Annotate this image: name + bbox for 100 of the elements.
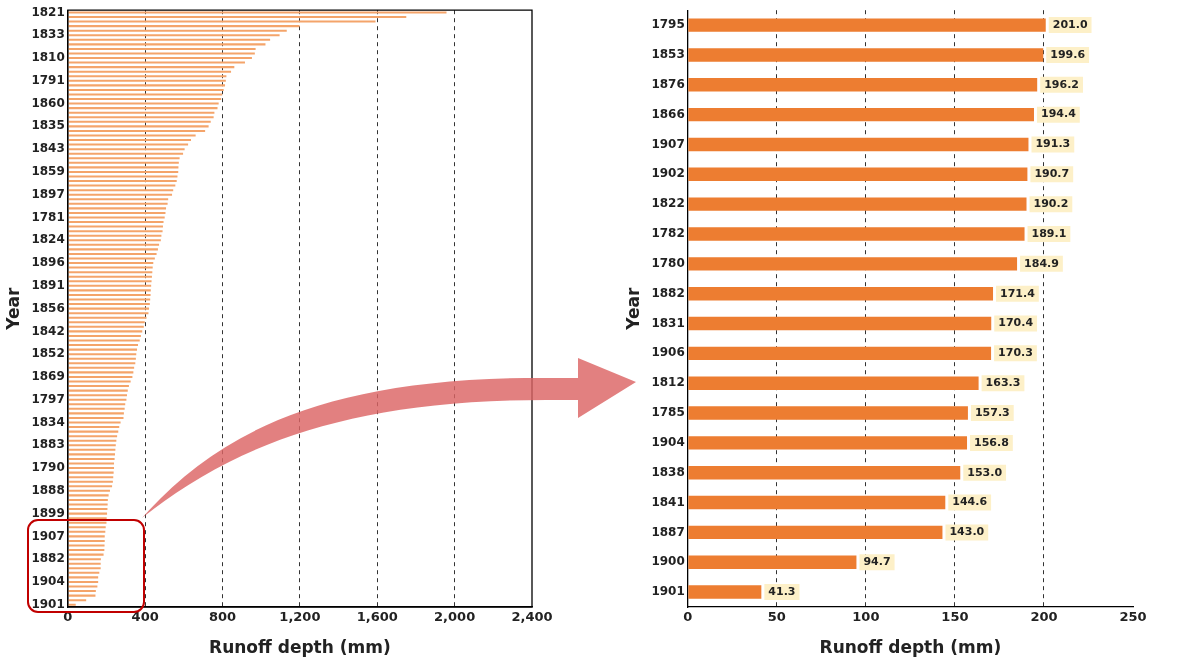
bar: [68, 280, 152, 283]
bar: [68, 93, 223, 96]
bar: [68, 312, 149, 315]
bar: [68, 576, 99, 579]
bar: [68, 180, 177, 183]
bar: [68, 16, 407, 19]
y-tick-label: 1883: [31, 437, 65, 452]
bar: [68, 148, 185, 151]
bar: [68, 316, 147, 319]
y-tick-label: 1781: [31, 209, 65, 224]
bar: [68, 512, 108, 515]
bar: [68, 571, 100, 574]
bar: [68, 457, 115, 460]
bar: [68, 221, 164, 224]
bar: [68, 403, 126, 406]
bar: [68, 321, 145, 324]
bar: [68, 43, 266, 46]
bar: [68, 549, 105, 552]
y-tick-label: 1900: [651, 554, 685, 569]
bar: [68, 330, 143, 333]
bar: [68, 75, 227, 78]
bar: [688, 107, 1034, 122]
bar: [68, 553, 104, 556]
bar: [68, 252, 157, 255]
y-axis-title: Year: [2, 286, 23, 331]
data-label: 170.3: [998, 346, 1033, 360]
bar: [68, 11, 447, 14]
bar: [68, 599, 87, 602]
y-tick-label: 1812: [651, 375, 685, 390]
bar: [68, 29, 287, 32]
bar: [68, 539, 105, 542]
bar: [68, 47, 256, 50]
y-tick-label: 1853: [651, 47, 685, 62]
y-tick-label: 1904: [651, 435, 685, 450]
data-label: 189.1: [1031, 226, 1067, 240]
y-tick-label: 1888: [31, 482, 65, 497]
y-tick-label: 1838: [651, 464, 685, 479]
bar: [68, 34, 280, 37]
bar: [68, 152, 184, 155]
bar: [68, 585, 98, 588]
data-label: 196.2: [1044, 77, 1079, 91]
bar: [68, 526, 106, 529]
bar: [68, 398, 127, 401]
y-tick-label: 1790: [31, 460, 65, 475]
data-label: 170.4: [998, 316, 1034, 330]
bar: [68, 38, 271, 41]
y-tick-label: 1831: [651, 315, 685, 330]
bar: [68, 175, 178, 178]
bar: [68, 139, 192, 142]
y-tick-label: 1907: [651, 136, 685, 151]
bar: [68, 120, 211, 123]
data-label: 190.2: [1033, 197, 1069, 211]
bar: [68, 262, 154, 265]
bar: [68, 366, 135, 369]
bar: [68, 389, 128, 392]
y-tick-label: 1782: [651, 226, 685, 241]
bar: [68, 25, 300, 28]
y-tick-label: 1882: [31, 551, 65, 566]
y-tick-label: 1822: [651, 196, 685, 211]
x-tick-label: 150: [941, 609, 969, 625]
y-tick-label: 1835: [31, 118, 65, 133]
data-label: 143.0: [949, 525, 985, 539]
bar: [68, 485, 113, 488]
bar: [68, 66, 235, 69]
bar: [68, 448, 116, 451]
bar: [68, 275, 152, 278]
bar: [68, 20, 376, 23]
bar: [68, 603, 76, 606]
y-tick-label: 1821: [31, 4, 65, 19]
bar: [68, 234, 162, 237]
bar: [68, 129, 206, 132]
data-label: 163.3: [985, 376, 1021, 390]
x-tick-label: 800: [208, 609, 237, 625]
bar: [68, 412, 124, 415]
x-axis-title: Runoff depth (mm): [819, 637, 1002, 658]
x-tick-label: 0: [683, 609, 693, 625]
bar: [68, 189, 174, 192]
bar: [68, 289, 151, 292]
bar: [68, 494, 109, 497]
bar: [68, 344, 139, 347]
bar: [68, 590, 96, 593]
y-tick-label: 1791: [31, 72, 65, 87]
bar: [68, 257, 155, 260]
bar: [68, 517, 107, 520]
bar: [68, 567, 101, 570]
data-label: 171.4: [1000, 286, 1036, 300]
bar: [68, 562, 101, 565]
x-tick-label: 2,000: [434, 609, 476, 625]
y-tick-label: 1843: [31, 141, 65, 156]
bar: [68, 334, 141, 337]
data-label: 41.3: [768, 584, 796, 598]
bar: [68, 303, 150, 306]
bar: [68, 125, 209, 128]
y-tick-label: 1834: [31, 414, 65, 429]
bar: [68, 416, 124, 419]
bar: [68, 439, 117, 442]
data-label: 199.6: [1050, 47, 1086, 61]
bar: [68, 580, 99, 583]
bar: [68, 489, 110, 492]
y-tick-label: 1860: [31, 95, 65, 110]
